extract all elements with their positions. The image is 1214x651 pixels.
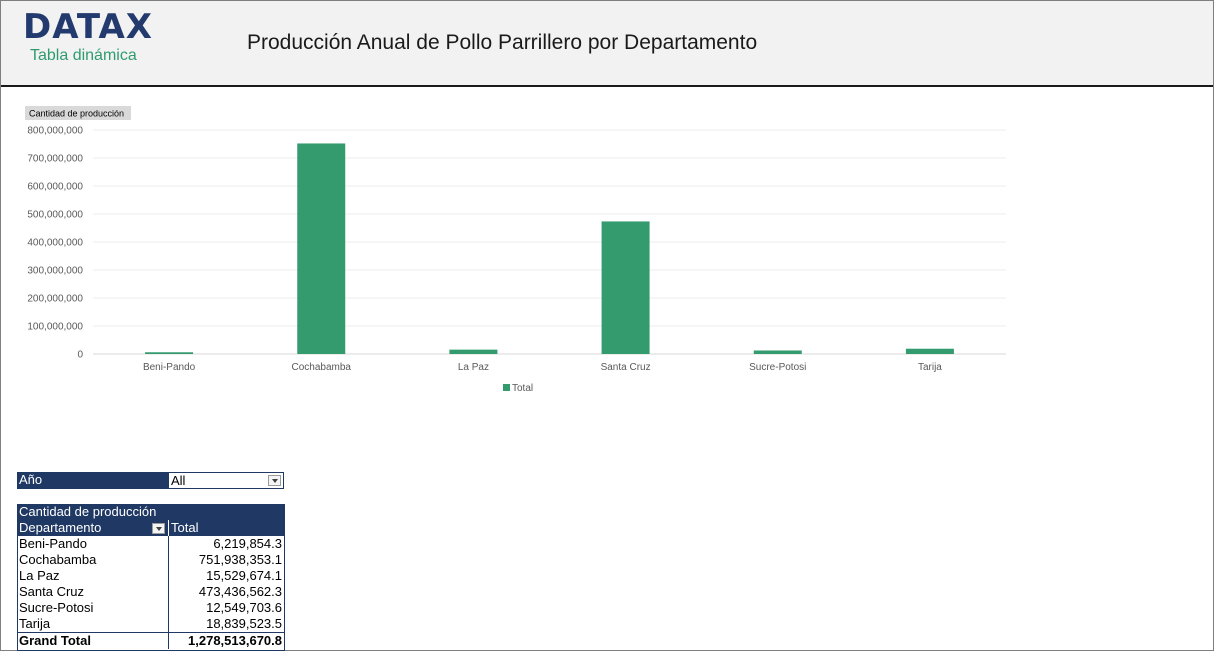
x-tick-label: Cochabamba [292,362,352,373]
pivot-row-label: Beni-Pando [19,536,87,551]
pivot-row-value: 15,529,674.1 [206,568,282,583]
pivot-measure-header: Cantidad de producción [17,504,284,520]
x-tick-label: La Paz [458,362,489,373]
x-tick-label: Sucre-Potosi [749,362,806,373]
grand-total-divider [17,632,284,633]
y-tick-label: 400,000,000 [27,238,83,249]
y-tick-label: 200,000,000 [27,294,83,305]
legend: Total [503,383,533,394]
x-tick-label: Santa Cruz [601,362,651,373]
filter-value-text: All [171,473,186,488]
pivot-row-label: Cochabamba [19,552,97,567]
filter-dropdown-icon[interactable] [268,475,281,486]
pivot-row-header-label: Departamento [19,520,102,535]
y-tick-label: 800,000,000 [27,126,83,137]
grand-total-value: 1,278,513,670.8 [188,633,282,648]
pivot-row-value: 6,219,854.3 [213,536,282,551]
datax-logo: DATAX [23,7,153,47]
field-button-measure[interactable] [25,106,131,120]
filter-label: Año [17,472,169,489]
x-axis-ticks: Beni-Pando Cochabamba La Paz Santa Cruz Sucr… [143,362,942,373]
pivot-row-value: 473,436,562.3 [198,584,282,599]
pivot-row-label: Sucre-Potosi [19,600,94,615]
y-tick-label: 100,000,000 [27,322,83,333]
page-title: Producción Anual de Pollo Parrillero por… [247,31,758,54]
field-button-label: Cantidad de producción [29,109,124,119]
x-tick-label: Beni-Pando [143,362,196,373]
pivot-row-value: 751,938,353.1 [198,552,282,567]
y-tick-label: 500,000,000 [27,210,83,221]
bar[interactable] [449,349,498,354]
pivot-row-header: Departamento [17,520,169,536]
pivot-col-divider [168,536,169,649]
row-filter-dropdown-icon[interactable] [152,523,165,534]
x-tick-label: Tarija [918,362,942,373]
bar[interactable] [145,352,194,354]
pivot-col-header: Total [169,520,284,536]
pivot-row-value: 18,839,523.5 [206,616,282,631]
pivot-measure-label: Cantidad de producción [19,504,157,519]
y-tick-label: 700,000,000 [27,154,83,165]
legend-label-total: Total [512,383,533,394]
y-tick-label: 300,000,000 [27,266,83,277]
y-tick-label: 0 [77,350,83,361]
bar[interactable] [601,221,650,354]
pivot-row-label: Tarija [19,616,51,631]
bars [145,143,954,354]
pivot-row-label: La Paz [19,568,60,583]
pivot-row-value: 12,549,703.6 [206,600,282,615]
y-tick-label: 600,000,000 [27,182,83,193]
logo-subtitle: Tabla dinámica [30,47,137,64]
production-bar-chart[interactable]: Cantidad de producción 0 100,000,000 200,0… [0,100,1030,400]
bar[interactable] [297,143,346,354]
grand-total-label: Grand Total [19,633,91,648]
legend-swatch-total [503,384,510,391]
gridlines [93,129,1006,355]
filter-value[interactable]: All [168,472,284,489]
header-banner: DATAX Tabla dinámica Producción Anual de… [1,1,1213,87]
pivot-row-label: Santa Cruz [19,584,85,599]
y-axis-ticks: 0 100,000,000 200,000,000 300,000,000 400,00… [27,126,83,361]
bar[interactable] [905,348,954,354]
bar[interactable] [753,350,802,354]
